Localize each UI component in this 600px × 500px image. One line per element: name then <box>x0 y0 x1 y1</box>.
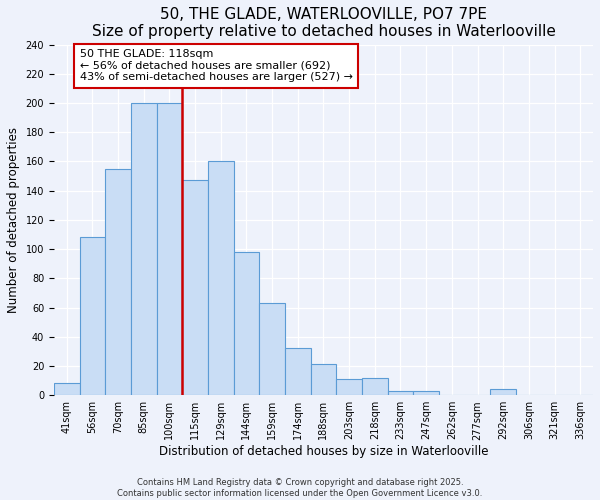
Bar <box>157 103 182 395</box>
Bar <box>413 391 439 395</box>
Bar <box>54 384 80 395</box>
Bar <box>388 391 413 395</box>
Y-axis label: Number of detached properties: Number of detached properties <box>7 127 20 313</box>
Bar <box>208 162 233 395</box>
Bar <box>131 103 157 395</box>
X-axis label: Distribution of detached houses by size in Waterlooville: Distribution of detached houses by size … <box>159 445 488 458</box>
Bar <box>182 180 208 395</box>
Bar <box>362 378 388 395</box>
Title: 50, THE GLADE, WATERLOOVILLE, PO7 7PE
Size of property relative to detached hous: 50, THE GLADE, WATERLOOVILLE, PO7 7PE Si… <box>92 7 556 40</box>
Text: 50 THE GLADE: 118sqm
← 56% of detached houses are smaller (692)
43% of semi-deta: 50 THE GLADE: 118sqm ← 56% of detached h… <box>80 49 353 82</box>
Bar <box>80 238 105 395</box>
Bar <box>259 303 285 395</box>
Bar <box>233 252 259 395</box>
Text: Contains HM Land Registry data © Crown copyright and database right 2025.
Contai: Contains HM Land Registry data © Crown c… <box>118 478 482 498</box>
Bar <box>336 379 362 395</box>
Bar <box>105 169 131 395</box>
Bar <box>490 390 516 395</box>
Bar <box>285 348 311 395</box>
Bar <box>311 364 336 395</box>
